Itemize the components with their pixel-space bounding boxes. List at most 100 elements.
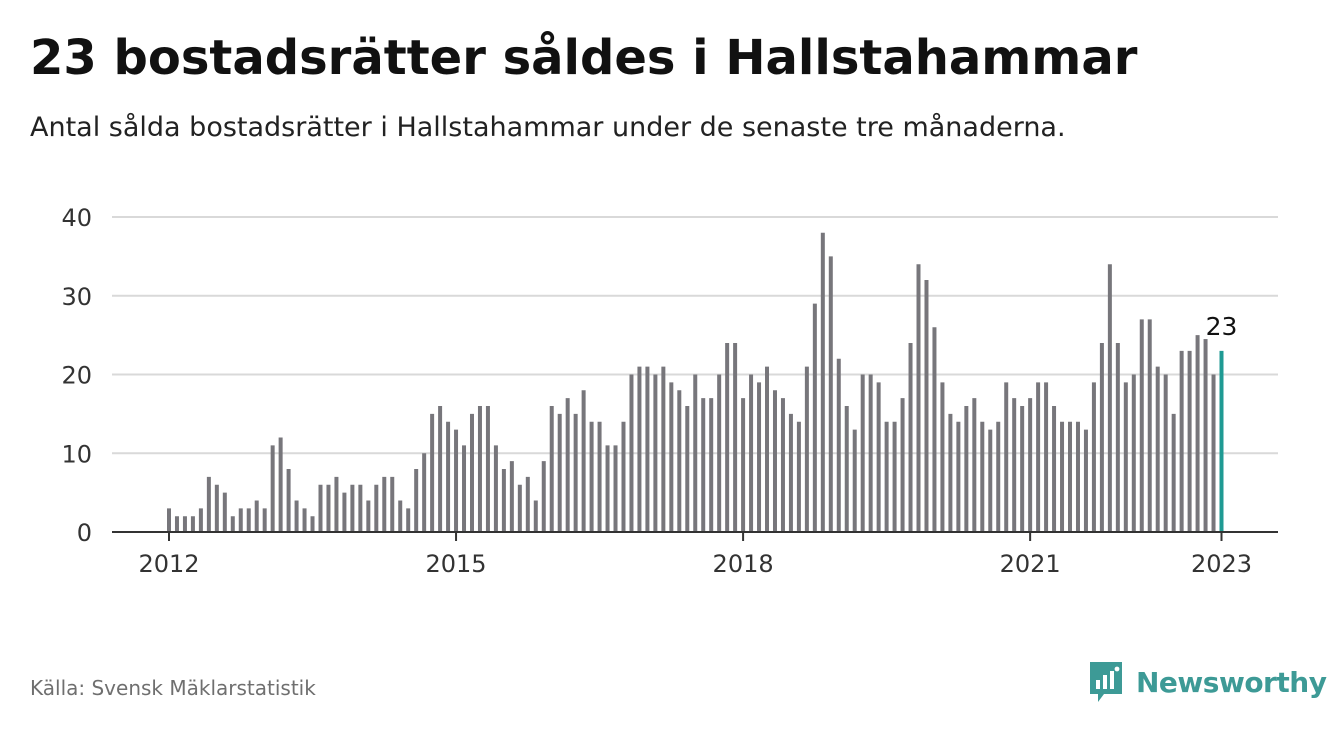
bar	[1099, 343, 1104, 532]
bar	[182, 516, 187, 532]
bar	[1036, 382, 1041, 532]
bar	[1139, 319, 1144, 532]
bar	[836, 358, 841, 532]
bar	[1123, 382, 1128, 532]
bar	[167, 508, 171, 532]
bar	[549, 406, 554, 532]
bar	[589, 421, 594, 532]
bar	[1004, 382, 1009, 532]
bar	[661, 366, 666, 532]
bar	[972, 398, 977, 532]
bar	[406, 508, 411, 532]
bar	[462, 445, 467, 532]
bar	[1028, 398, 1033, 532]
bar	[278, 437, 283, 532]
bar	[270, 445, 275, 532]
bar	[1091, 382, 1096, 532]
bar	[629, 374, 634, 532]
bar	[1044, 382, 1049, 532]
bar	[669, 382, 674, 532]
x-tick-label: 2021	[1000, 550, 1061, 578]
bar	[485, 406, 490, 532]
bar	[366, 500, 371, 532]
bar	[581, 390, 586, 532]
newsworthy-logo: Newsworthy	[1088, 660, 1327, 704]
bar	[190, 516, 195, 532]
bar	[1203, 339, 1208, 532]
bar	[1068, 421, 1073, 532]
bar	[892, 421, 897, 532]
bar	[1075, 421, 1080, 532]
bar	[613, 445, 618, 532]
bar	[645, 366, 650, 532]
bar	[414, 469, 419, 532]
bar	[621, 421, 626, 532]
bar	[501, 469, 506, 532]
bar	[1012, 398, 1017, 532]
bar	[996, 421, 1001, 532]
bar	[796, 421, 801, 532]
bar	[302, 508, 307, 532]
bar	[446, 421, 451, 532]
bar	[677, 390, 682, 532]
bar	[812, 303, 817, 532]
bar	[653, 374, 658, 532]
bar	[1155, 366, 1160, 532]
bar	[230, 516, 235, 532]
bar	[310, 516, 315, 532]
bar	[1211, 374, 1216, 532]
bar	[454, 429, 459, 532]
bar	[709, 398, 714, 532]
bar	[964, 406, 969, 532]
bar	[1060, 421, 1065, 532]
bar	[757, 382, 762, 532]
bar	[254, 500, 259, 532]
bar	[1052, 406, 1057, 532]
bar	[469, 413, 474, 532]
bar	[294, 500, 299, 532]
x-tick-label: 2023	[1191, 550, 1252, 578]
bar	[980, 421, 985, 532]
highlight-bar	[1219, 350, 1224, 532]
bar	[804, 366, 809, 532]
bar	[477, 406, 482, 532]
bar	[374, 484, 379, 532]
bar	[685, 406, 690, 532]
bar	[214, 484, 219, 532]
bar	[1131, 374, 1136, 532]
bar	[1107, 264, 1112, 532]
bar	[1147, 319, 1152, 532]
bar	[334, 476, 339, 532]
newsworthy-bars-icon	[1090, 662, 1122, 702]
bar	[765, 366, 770, 532]
bar	[932, 327, 937, 532]
bar	[382, 476, 387, 532]
bar	[390, 476, 395, 532]
bar	[174, 516, 179, 532]
bar	[342, 492, 347, 532]
bar	[844, 406, 849, 532]
bar	[222, 492, 227, 532]
bar	[517, 484, 522, 532]
bar	[749, 374, 754, 532]
bar	[430, 413, 435, 532]
bar	[565, 398, 570, 532]
bar	[788, 413, 793, 532]
bar	[198, 508, 203, 532]
bar	[908, 343, 913, 532]
x-tick-label: 2012	[138, 550, 199, 578]
bar	[637, 366, 642, 532]
y-tick-label: 20	[61, 362, 92, 390]
bar	[1179, 350, 1184, 532]
bar	[733, 343, 738, 532]
bar	[1083, 429, 1088, 532]
bar	[900, 398, 905, 532]
bar	[884, 421, 889, 532]
bar	[701, 398, 706, 532]
bar	[772, 390, 777, 532]
chart-subtitle: Antal sålda bostadsrätter i Hallstahamma…	[30, 112, 1066, 143]
bar	[597, 421, 602, 532]
bar	[1115, 343, 1120, 532]
bar	[1020, 406, 1025, 532]
bar	[988, 429, 993, 532]
